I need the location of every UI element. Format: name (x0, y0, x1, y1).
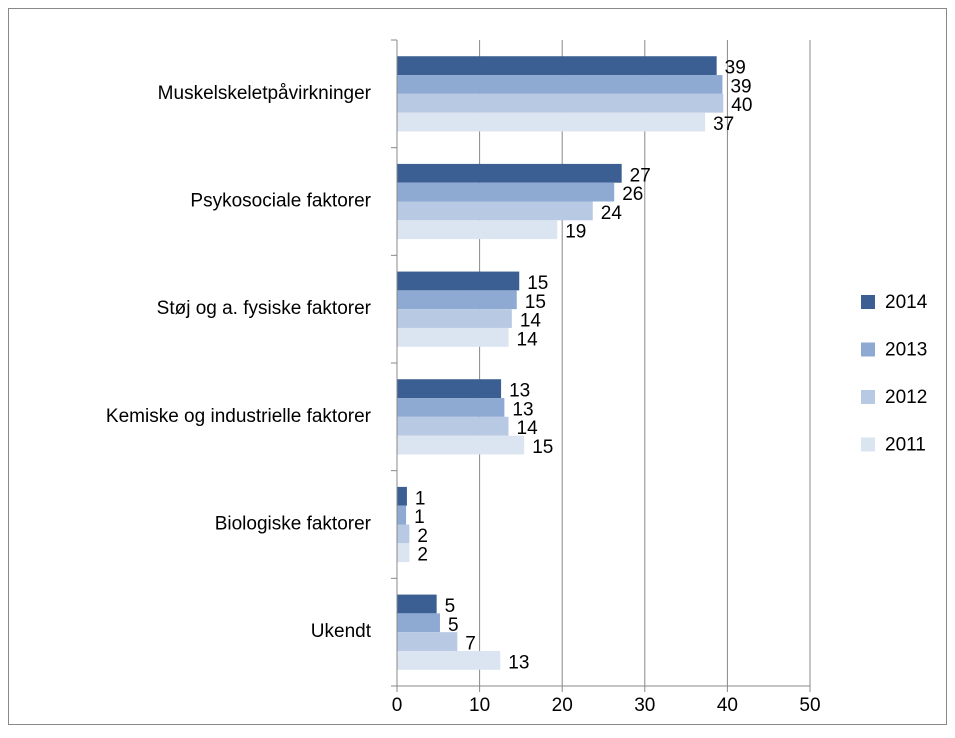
data-label: 27 (630, 165, 651, 186)
bar (397, 220, 558, 240)
data-label: 14 (520, 311, 542, 332)
y-tick-label: Muskelskeletpåvirkninger (158, 83, 372, 104)
data-label: 14 (517, 329, 539, 350)
data-label: 13 (509, 381, 530, 402)
legend-swatch (861, 437, 875, 452)
bar (397, 327, 509, 347)
bar (397, 505, 407, 525)
bar (397, 613, 440, 633)
data-label: 39 (725, 58, 746, 79)
y-tick-label: Psykosociale faktorer (190, 191, 371, 212)
bar (397, 632, 458, 651)
bar (397, 435, 525, 455)
data-label: 2 (417, 526, 428, 547)
data-label: 5 (448, 615, 459, 636)
data-label: 1 (414, 507, 425, 528)
bar (397, 594, 437, 614)
legend-label: 2011 (885, 435, 926, 456)
bar (397, 56, 717, 76)
y-tick-label: Kemiske og industrielle faktorer (106, 406, 372, 427)
data-label: 39 (730, 76, 751, 97)
bar (397, 416, 509, 436)
bar (397, 398, 505, 417)
y-tick-label: Ukendt (311, 621, 372, 642)
bar (397, 75, 723, 94)
data-label: 24 (601, 203, 623, 224)
data-label: 15 (532, 437, 553, 458)
data-label: 13 (508, 652, 529, 673)
bar (397, 524, 410, 544)
data-label: 7 (465, 634, 476, 655)
bar (397, 309, 512, 328)
data-label: 19 (565, 222, 586, 243)
bar (397, 163, 622, 183)
bar (397, 543, 410, 563)
data-label: 2 (417, 545, 428, 566)
legend-swatch (861, 295, 875, 309)
legend-label: 2012 (885, 387, 927, 408)
data-label: 15 (525, 292, 546, 313)
x-tick-label: 30 (634, 695, 655, 716)
bar (397, 486, 407, 506)
data-label: 5 (445, 596, 456, 617)
legend-label: 2013 (885, 340, 927, 361)
bar (397, 271, 520, 291)
y-tick-label: Støj og a. fysiske faktorer (157, 298, 372, 319)
bar (397, 112, 706, 132)
legend-swatch (861, 342, 875, 357)
y-tick-label: Biologiske faktorer (215, 514, 372, 535)
x-tick-label: 10 (469, 695, 490, 716)
data-label: 37 (713, 114, 734, 135)
bar (397, 379, 502, 399)
data-label: 13 (512, 399, 533, 420)
data-label: 14 (517, 418, 539, 439)
x-tick-label: 20 (552, 695, 573, 716)
x-tick-label: 50 (799, 695, 820, 716)
x-tick-label: 40 (717, 695, 738, 716)
data-label: 15 (527, 273, 548, 294)
bar (397, 650, 501, 670)
data-label: 1 (415, 488, 426, 509)
x-tick-label: 0 (392, 695, 403, 716)
data-label: 26 (622, 184, 643, 205)
legend-label: 2014 (885, 292, 928, 313)
legend-swatch (861, 390, 875, 404)
bar (397, 290, 517, 310)
bar (397, 201, 593, 221)
bar (397, 93, 724, 113)
bar (397, 182, 615, 202)
data-label: 40 (731, 95, 752, 116)
